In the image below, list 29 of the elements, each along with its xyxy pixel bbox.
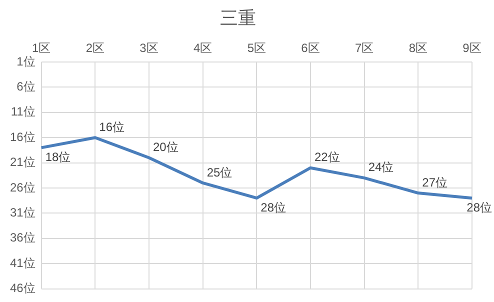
data-label: 24位 xyxy=(368,160,394,174)
y-tick-label: 16位 xyxy=(10,130,36,144)
y-tick-label: 6位 xyxy=(16,80,36,94)
data-label: 18位 xyxy=(45,150,71,164)
y-tick-label: 36位 xyxy=(10,230,36,245)
data-label: 28位 xyxy=(466,200,492,214)
y-tick-label: 41位 xyxy=(10,256,36,270)
x-tick-label: 6区 xyxy=(301,41,320,56)
x-tick-label: 3区 xyxy=(140,41,158,56)
data-label: 22位 xyxy=(314,150,340,164)
x-tick-label: 7区 xyxy=(354,41,374,56)
data-label: 28位 xyxy=(260,200,286,214)
x-tick-label: 5区 xyxy=(247,41,266,56)
chart-title: 三重 xyxy=(220,8,256,28)
x-tick-label: 9区 xyxy=(462,41,482,56)
x-tick-label: 1区 xyxy=(32,41,51,56)
x-tick-label: 4区 xyxy=(194,41,212,56)
x-tick-label: 8区 xyxy=(408,41,428,56)
y-tick-label: 11位 xyxy=(10,104,36,119)
y-tick-label: 46位 xyxy=(10,281,36,296)
y-tick-label: 26位 xyxy=(10,180,36,194)
y-tick-label: 1位 xyxy=(16,54,36,68)
data-label: 20位 xyxy=(153,140,178,154)
y-tick-label: 21位 xyxy=(10,155,36,170)
data-label: 16位 xyxy=(99,120,125,134)
y-tick-label: 31位 xyxy=(10,206,36,220)
x-tick-label: 2区 xyxy=(86,41,105,56)
data-label: 27位 xyxy=(422,175,448,190)
data-label: 25位 xyxy=(206,165,232,180)
